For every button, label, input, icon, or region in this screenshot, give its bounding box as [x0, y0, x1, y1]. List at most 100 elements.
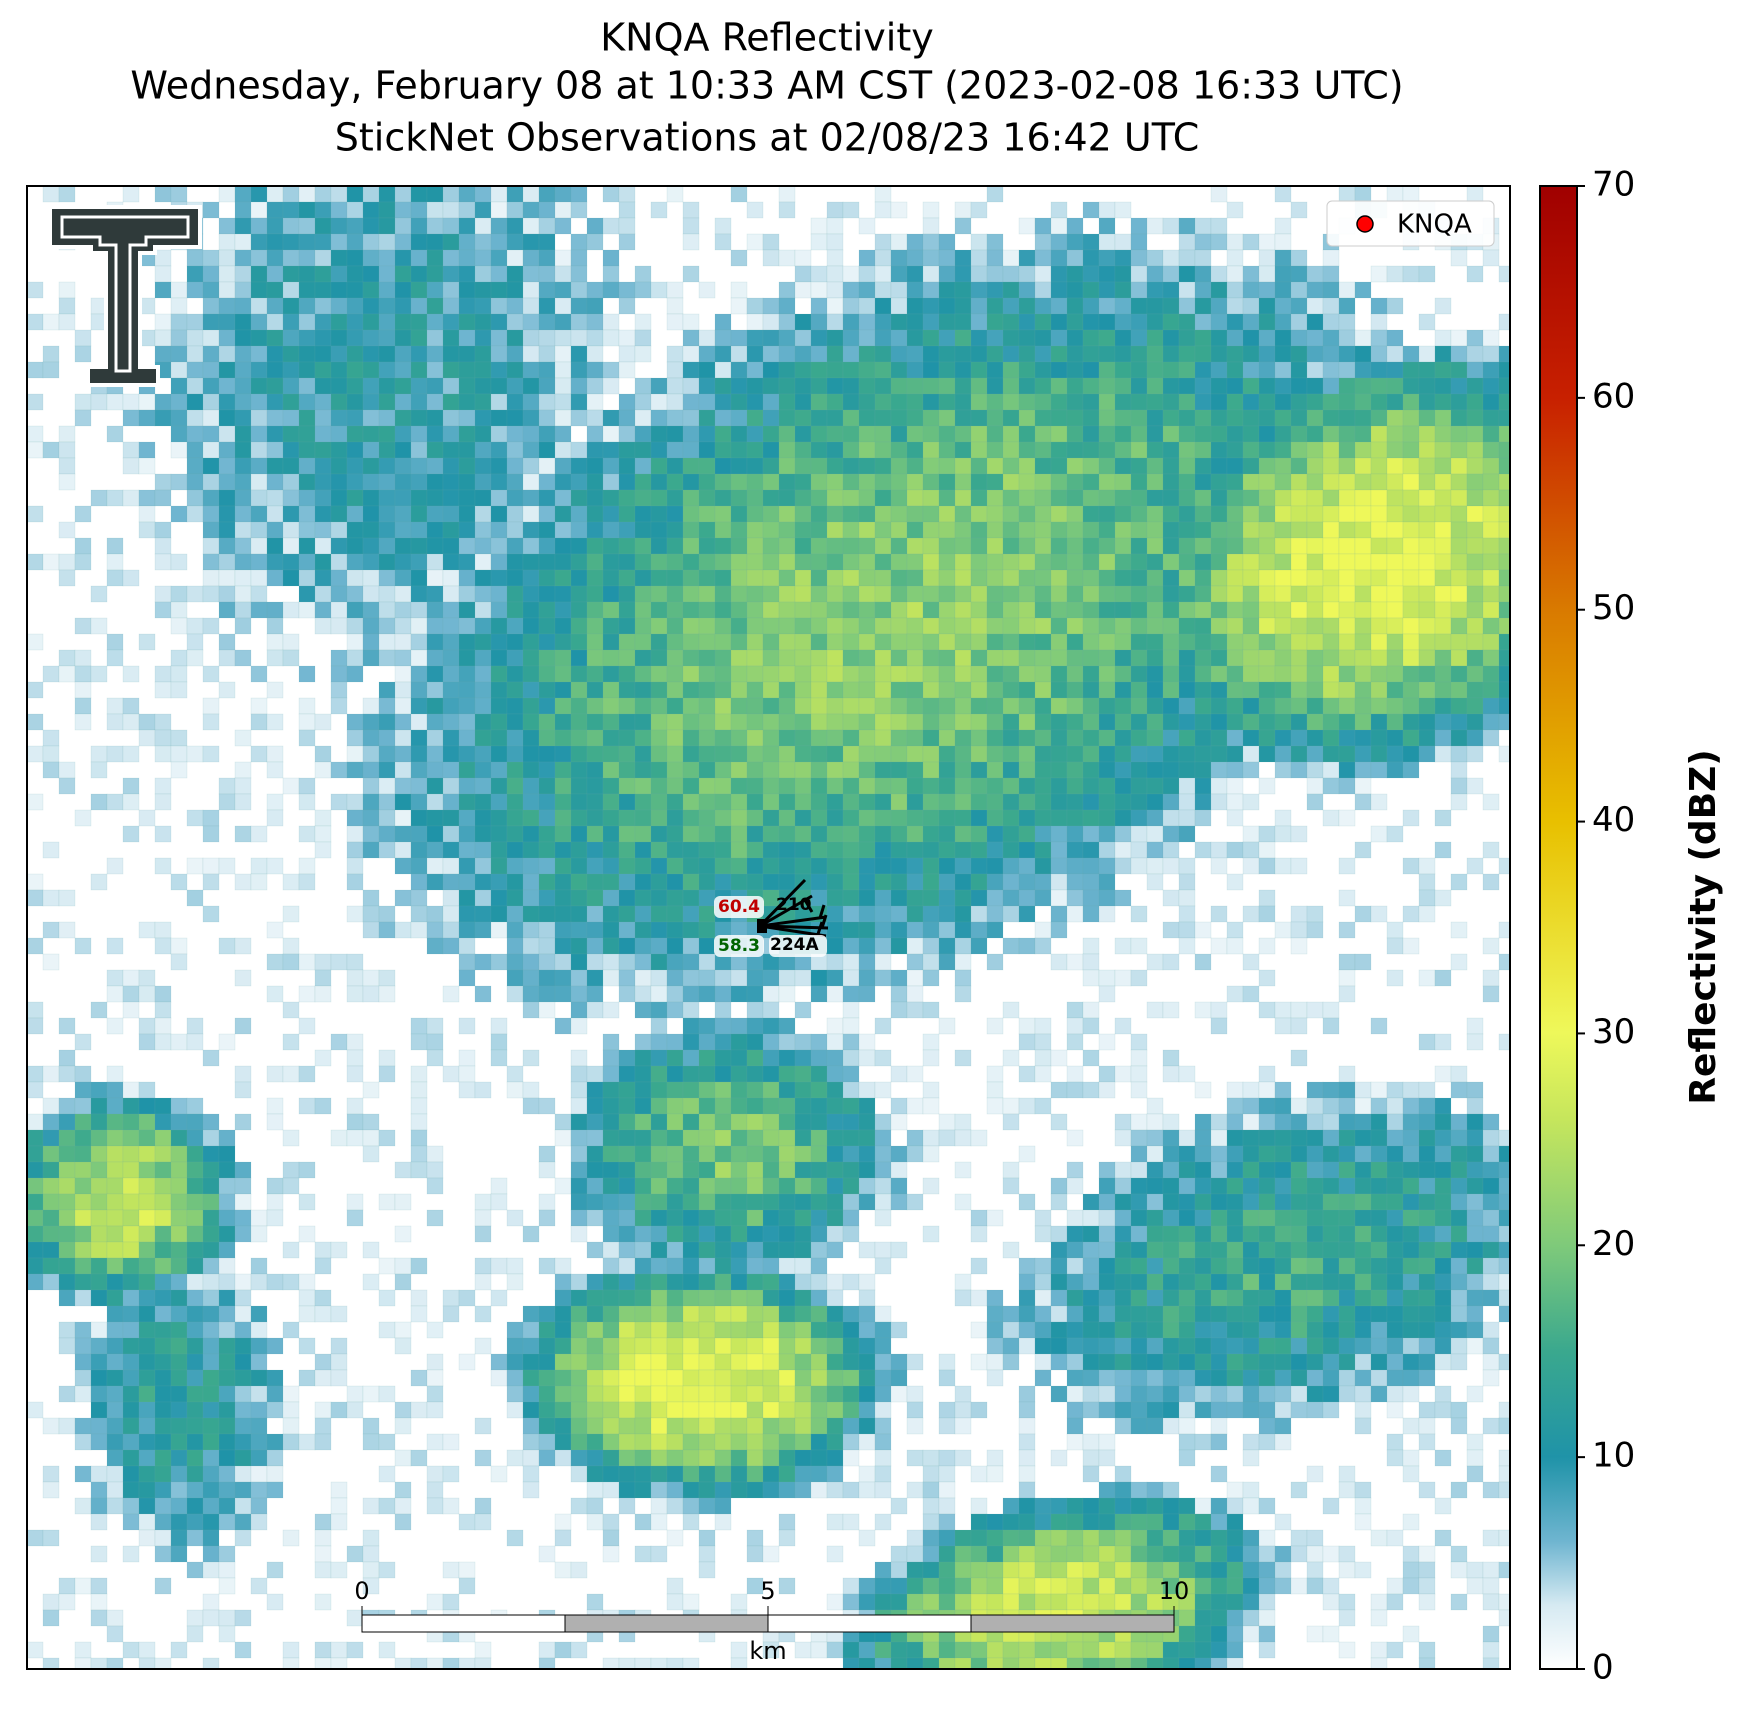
radar-cell [122, 985, 140, 1003]
radar-cell [298, 217, 316, 235]
radar-cell [554, 1177, 572, 1195]
radar-cell [762, 457, 780, 475]
radar-cell [1498, 457, 1510, 475]
radar-cell [810, 1289, 828, 1307]
radar-cell [842, 1177, 860, 1195]
radar-cell [1034, 1097, 1052, 1115]
radar-cell [170, 1257, 188, 1275]
radar-cell [378, 1065, 396, 1083]
radar-cell [954, 633, 972, 651]
radar-cell [282, 649, 300, 667]
radar-cell [474, 553, 492, 571]
radar-cell [314, 201, 332, 219]
radar-cell [394, 729, 412, 747]
radar-cell [1498, 745, 1510, 763]
radar-cell [1338, 441, 1356, 459]
radar-cell [730, 1049, 748, 1067]
radar-cell [1082, 345, 1100, 363]
radar-cell [714, 537, 732, 555]
radar-cell [602, 825, 620, 843]
radar-cell [170, 761, 188, 779]
radar-cell [1162, 505, 1180, 523]
radar-cell [746, 425, 764, 443]
radar-cell [426, 713, 444, 731]
radar-cell [858, 649, 876, 667]
radar-cell [890, 473, 908, 491]
radar-cell [1466, 1209, 1484, 1227]
radar-cell [1498, 601, 1510, 619]
radar-cell [842, 1097, 860, 1115]
radar-cell [842, 697, 860, 715]
radar-cell [234, 489, 252, 507]
radar-cell [154, 249, 172, 267]
radar-cell [442, 761, 460, 779]
radar-cell [474, 505, 492, 523]
radar-cell [250, 473, 268, 491]
radar-cell [346, 905, 364, 923]
radar-cell [810, 425, 828, 443]
radar-cell [1050, 1305, 1068, 1323]
radar-cell [826, 585, 844, 603]
radar-cell [410, 186, 428, 203]
radar-cell [138, 1017, 156, 1035]
radar-cell [1114, 841, 1132, 859]
radar-cell [858, 825, 876, 843]
radar-cell [1370, 585, 1388, 603]
radar-cell [794, 665, 812, 683]
radar-cell [122, 1145, 140, 1163]
radar-cell [842, 953, 860, 971]
radar-cell [906, 905, 924, 923]
radar-cell [74, 393, 92, 411]
radar-cell [474, 1273, 492, 1291]
radar-cell [202, 1305, 220, 1323]
radar-cell [746, 1257, 764, 1275]
radar-cell [1498, 361, 1510, 379]
radar-cell [266, 425, 284, 443]
radar-cell [426, 825, 444, 843]
radar-cell [330, 521, 348, 539]
radar-cell [1002, 1097, 1020, 1115]
radar-cell [810, 1225, 828, 1243]
radar-cell [954, 345, 972, 363]
radar-cell [570, 186, 588, 203]
radar-cell [186, 329, 204, 347]
radar-cell [282, 409, 300, 427]
radar-cell [1050, 681, 1068, 699]
radar-cell [1210, 1225, 1228, 1243]
radar-cell [1034, 1209, 1052, 1227]
radar-cell [1194, 537, 1212, 555]
radar-cell [90, 1225, 108, 1243]
radar-cell [874, 1257, 892, 1275]
radar-cell [794, 1097, 812, 1115]
radar-cell [906, 969, 924, 987]
radar-cell [938, 1017, 956, 1035]
radar-cell [362, 217, 380, 235]
radar-cell [1210, 1273, 1228, 1291]
radar-cell [938, 489, 956, 507]
radar-cell [170, 1321, 188, 1339]
radar-cell [1146, 601, 1164, 619]
radar-cell [1370, 313, 1388, 331]
radar-cell [1082, 1001, 1100, 1019]
radar-cell [1338, 745, 1356, 763]
radar-cell [570, 329, 588, 347]
radar-cell [1338, 1161, 1356, 1179]
radar-cell [522, 201, 540, 219]
radar-cell [698, 1225, 716, 1243]
radar-cell [1402, 1241, 1420, 1259]
radar-cell [1114, 441, 1132, 459]
radar-cell [1066, 425, 1084, 443]
radar-cell [1258, 521, 1276, 539]
radar-cell [1450, 505, 1468, 523]
radar-cell [714, 1161, 732, 1179]
radar-cell [506, 713, 524, 731]
radar-cell [1146, 409, 1164, 427]
radar-cell [970, 569, 988, 587]
radar-cell [474, 281, 492, 299]
radar-cell [202, 1193, 220, 1211]
radar-cell [570, 297, 588, 315]
radar-cell [1450, 1193, 1468, 1211]
radar-cell [522, 186, 540, 203]
radar-cell [1066, 729, 1084, 747]
radar-cell [890, 297, 908, 315]
